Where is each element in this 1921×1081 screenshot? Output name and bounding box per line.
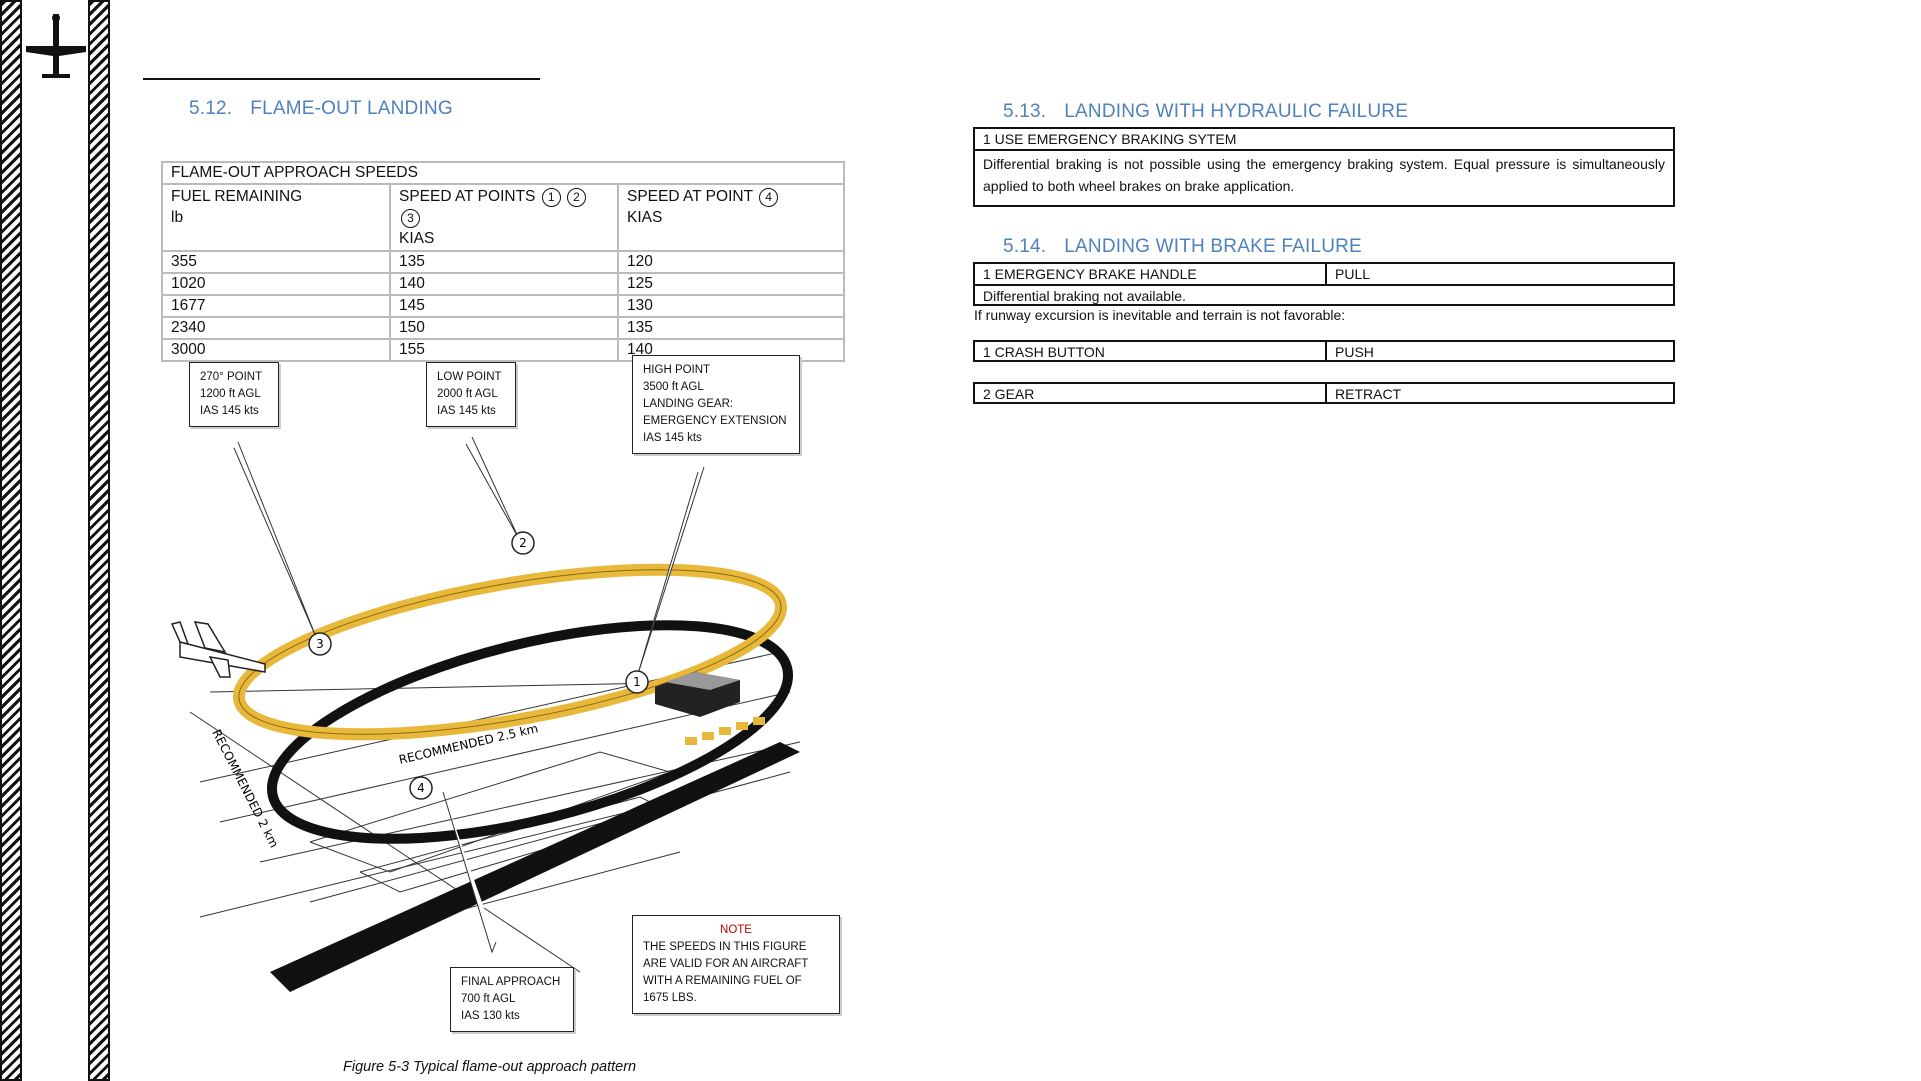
section-number: 5.12. [189,98,233,119]
section-number: 5.13. [1003,101,1047,122]
header-fuel-label: FUEL REMAINING [171,188,303,205]
step-action: PUSH [1335,344,1374,360]
point-1-label: 1 [633,675,641,689]
header-speed-point4-label: SPEED AT POINT 4 [627,186,835,207]
callout-high-point: HIGH POINT 3500 ft AGL LANDING GEAR: EMERGE… [632,355,800,454]
table-row: 1020 140 125 [161,272,845,296]
gear-step: 2 GEAR RETRACT [973,382,1675,404]
callout-low-point: LOW POINT 2000 ft AGL IAS 145 kts [426,362,516,427]
right-hatch-border [88,0,110,1081]
section-5-14-heading: 5.14. LANDING WITH BRAKE FAILURE [1003,236,1362,258]
point-2-marker: 2 [567,188,587,207]
flame-out-speeds-table: FLAME-OUT APPROACH SPEEDS FUEL REMAINING… [161,161,845,362]
hydraulic-failure-procedure: 1 USE EMERGENCY BRAKING SYTEM Differenti… [973,127,1675,207]
header-speed-points: SPEED AT POINTS 1 2 3 KIAS [389,183,619,252]
airplane-icon [26,14,86,78]
header-fuel-unit: lb [171,209,184,226]
point-3-circle [308,632,332,656]
step-item: 2 GEAR [975,384,1327,404]
step-item: 1 EMERGENCY BRAKE HANDLE [975,264,1327,284]
header-speed4-unit: KIAS [627,209,663,226]
step-item: 1 CRASH BUTTON [975,342,1327,362]
table-title: FLAME-OUT APPROACH SPEEDS [161,161,845,185]
procedure-note: Differential braking is not possible usi… [983,156,1665,194]
table-row: 1677 145 130 [161,294,845,318]
table-row: 355 135 120 [161,250,845,274]
aircraft-icon [170,621,266,678]
step-action: RETRACT [1335,386,1402,402]
section-5-12-heading: 5.12. FLAME-OUT LANDING [189,98,453,120]
note-text: THE SPEEDS IN THIS FIGURE ARE VALID FOR … [643,941,809,1004]
point-3-label: 3 [316,637,324,651]
hangar-icon [655,672,740,717]
section-title: LANDING WITH BRAKE FAILURE [1064,236,1362,257]
section-number: 5.14. [1003,236,1047,257]
callout-final-approach: FINAL APPROACH 700 ft AGL IAS 130 kts [450,967,574,1032]
pattern-diagram: 1 2 3 4 RECOMMENDED 2.5 km RECOMMENDED 2… [170,436,801,992]
point-2-label: 2 [519,536,527,550]
point-4-circle [409,776,433,800]
left-hatch-border [0,0,22,1081]
brake-failure-procedure: 1 EMERGENCY BRAKE HANDLE PULL Differentia… [973,262,1675,306]
crash-button-step: 1 CRASH BUTTON PUSH [973,340,1675,362]
point-4-marker: 4 [759,188,779,207]
header-speed-point-4: SPEED AT POINT 4 KIAS [617,183,845,252]
section-title: LANDING WITH HYDRAULIC FAILURE [1064,101,1409,122]
section-title: FLAME-OUT LANDING [250,98,453,119]
note-heading: NOTE [720,924,752,936]
header-fuel: FUEL REMAINING lb [161,183,391,252]
header-rule [143,78,540,80]
step-note: Differential braking not available. [983,288,1186,304]
section-5-13-heading: 5.13. LANDING WITH HYDRAULIC FAILURE [1003,101,1408,123]
procedure-step: 1 USE EMERGENCY BRAKING SYTEM [983,131,1237,147]
table-row: 2340 150 135 [161,316,845,340]
header-speed-unit: KIAS [399,230,435,247]
point-1-circle [625,670,649,694]
note-box: NOTE THE SPEEDS IN THIS FIGURE ARE VALID… [632,915,840,1014]
step-action: PULL [1335,266,1371,282]
point-1-marker: 1 [541,188,561,207]
table-row: 3000 155 140 [161,338,845,362]
point-3-marker: 3 [401,209,420,228]
figure-caption: Figure 5-3 Typical flame-out approach pa… [343,1059,637,1075]
point-2-circle [511,531,535,555]
runway-excursion-condition: If runway excursion is inevitable and te… [974,307,1346,323]
callout-270-point: 270° POINT 1200 ft AGL IAS 145 kts [189,362,279,427]
point-4-label: 4 [417,781,425,795]
flame-out-pattern-figure: 1 2 3 4 RECOMMENDED 2.5 km RECOMMENDED 2… [150,352,850,1032]
header-speed-points-label: SPEED AT POINTS 1 2 3 [399,186,609,228]
